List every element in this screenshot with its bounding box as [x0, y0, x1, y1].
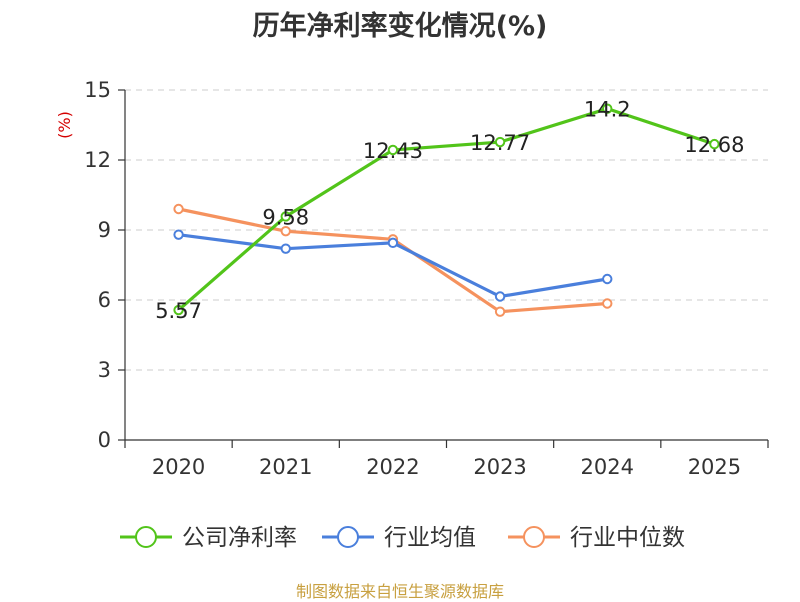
data-label-2024: 14.2 [584, 98, 631, 122]
series-2-point-2024 [602, 298, 613, 309]
y-tick-label-6: 6 [98, 288, 111, 312]
series-0-point-2024 [602, 103, 613, 114]
data-source-note: 制图数据来自恒生聚源数据库 [295, 582, 504, 601]
series-0-point-2020 [173, 304, 184, 316]
series-1-point-2024 [602, 273, 613, 285]
series-1-point-2020 [173, 229, 184, 240]
x-tick-label-2024: 2024 [581, 455, 634, 479]
legend: 公司净利率 行业均值 行业中位数 [120, 525, 685, 551]
data-label-2021: 9.58 [262, 205, 309, 229]
legend-label-2: 行业中位数 [570, 525, 685, 551]
series-group: 5.57 9.58 12.43 12.77 14.2 12.68 [155, 98, 744, 323]
series-1-point-2023 [494, 291, 506, 302]
data-label-2025: 12.68 [684, 133, 744, 157]
series-0-point-2023 [494, 136, 506, 148]
legend-marker-1 [337, 526, 359, 548]
series-line-0 [177, 107, 715, 312]
data-label-2022: 12.43 [363, 139, 423, 163]
series-1-point-2021 [280, 243, 291, 254]
series-2-point-2023 [494, 306, 506, 317]
legend-label-0: 公司净利率 [182, 525, 297, 551]
chart-title: 历年净利率变化情况(%) [252, 11, 548, 42]
legend-marker-2 [523, 526, 545, 548]
y-tick-label-9: 9 [98, 218, 111, 242]
series-0-point-2021 [280, 211, 291, 222]
x-tick-label-2023: 2023 [473, 455, 526, 479]
y-tick-label-12: 12 [84, 148, 111, 172]
data-label-2023: 12.77 [470, 131, 530, 155]
series-2-point-2020 [173, 203, 184, 215]
data-label-2020: 5.57 [155, 299, 202, 323]
y-axis-ticks: 0 3 6 9 12 15 [84, 78, 125, 452]
series-0-point-2025 [709, 138, 720, 150]
legend-marker-0 [135, 526, 157, 548]
x-tick-label-2022: 2022 [366, 455, 419, 479]
grid-lines [125, 89, 768, 371]
x-tick-label-2020: 2020 [152, 455, 205, 479]
x-axis-ticks: 2020 2021 2022 2023 2024 2025 [124, 440, 769, 479]
x-tick-label-2021: 2021 [259, 455, 312, 479]
x-tick-label-2025: 2025 [688, 455, 741, 479]
series-1-point-2022 [387, 237, 399, 249]
y-tick-label-0: 0 [98, 428, 111, 452]
series-line-2 [178, 207, 608, 314]
y-tick-label-3: 3 [98, 358, 111, 382]
y-tick-label-15: 15 [84, 78, 111, 102]
series-0-point-2022 [387, 144, 399, 156]
y-axis-unit-label: (%) [55, 111, 74, 139]
axes [124, 90, 768, 441]
legend-label-1: 行业均值 [384, 525, 476, 551]
series-2-point-2021 [280, 225, 291, 237]
